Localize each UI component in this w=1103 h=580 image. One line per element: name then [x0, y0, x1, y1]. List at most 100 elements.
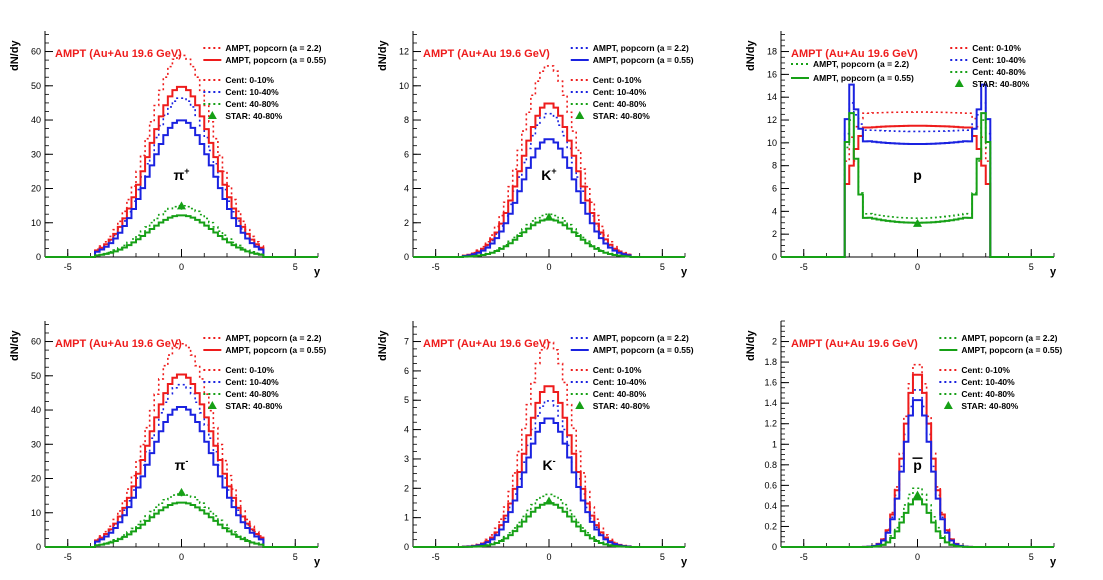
legend-label: Cent: 40-80% [225, 99, 279, 109]
legend-label: Cent: 10-40% [225, 87, 279, 97]
legend-label: Cent: 10-40% [961, 377, 1015, 387]
legend-label: Cent: 0-10% [972, 43, 1021, 53]
legend-label: AMPT, popcorn (a = 0.55) [961, 345, 1062, 355]
x-tick-label: 0 [179, 262, 184, 272]
x-tick-label: -5 [64, 262, 72, 272]
y-tick-label: 0 [404, 542, 409, 552]
legend-star-marker [954, 79, 964, 87]
legend-star-marker [207, 401, 217, 409]
particle-label-sup: - [185, 456, 188, 466]
legend-label: STAR: 40-80% [961, 401, 1018, 411]
y-tick-label: 1.8 [764, 357, 777, 367]
legend-label: AMPT, popcorn (a = 0.55) [225, 345, 326, 355]
particle-label: π+ [174, 166, 190, 183]
x-tick-label: 5 [293, 552, 298, 562]
series-blue-solid [45, 405, 318, 548]
legend-label: AMPT, popcorn (a = 2.2) [593, 43, 689, 53]
legend-label: AMPT, popcorn (a = 0.55) [813, 73, 914, 83]
legend-label: STAR: 40-80% [593, 401, 650, 411]
y-tick-label: 0 [772, 542, 777, 552]
y-tick-label: 2 [404, 218, 409, 228]
y-tick-label: 12 [399, 47, 409, 57]
y-axis-title: dN/dy [745, 40, 757, 71]
y-tick-label: 50 [31, 371, 41, 381]
legend-label: Cent: 10-40% [225, 377, 279, 387]
y-tick-label: 60 [31, 47, 41, 57]
legend-label: AMPT, popcorn (a = 2.2) [813, 59, 909, 69]
legend-label: STAR: 40-80% [225, 111, 282, 121]
y-tick-label: 1 [404, 513, 409, 523]
legend-label: Cent: 0-10% [593, 75, 642, 85]
series-blue-solid [781, 399, 1054, 548]
legend-label: Cent: 0-10% [961, 365, 1010, 375]
x-axis-title: y [1050, 266, 1057, 278]
y-tick-label: 2 [772, 337, 777, 347]
chart-panel-2: 0 2 4 6 8 10 12 -5 0 5 dN/dy y K+ AMPT (Au+Au 19.6 Ge… [377, 31, 694, 278]
chart-panel-3: 0 2 4 6 8 10 12 14 16 18 -5 0 5 dN/dy y p AMPT (Au+Au 19… [745, 31, 1057, 278]
y-tick-label: 50 [31, 81, 41, 91]
x-tick-label: -5 [64, 552, 72, 562]
x-tick-label: 5 [1029, 262, 1034, 272]
y-tick-label: 10 [399, 81, 409, 91]
series-blue-solid [45, 119, 318, 258]
legend-star-marker [943, 401, 953, 409]
legend-star-marker [575, 111, 585, 119]
series-blue-solid [413, 417, 685, 548]
y-tick-label: 0.2 [764, 521, 777, 531]
y-axis-title: dN/dy [745, 330, 757, 361]
legend-label: AMPT, popcorn (a = 2.2) [961, 333, 1057, 343]
y-tick-label: 0.4 [764, 501, 777, 511]
x-tick-label: 0 [915, 552, 920, 562]
x-tick-label: -5 [432, 262, 440, 272]
particle-label-sup: - [553, 456, 556, 466]
y-axis-title: dN/dy [9, 40, 21, 71]
legend-label: AMPT, popcorn (a = 2.2) [225, 43, 321, 53]
y-tick-label: 6 [772, 184, 777, 194]
legend-label: Cent: 40-80% [225, 389, 279, 399]
series-blue-solid [413, 138, 685, 258]
y-tick-label: 3 [404, 454, 409, 464]
legend-star-marker [575, 401, 585, 409]
series-green-solid [781, 112, 1054, 258]
x-tick-label: 0 [546, 552, 551, 562]
legend-label: Cent: 10-40% [972, 55, 1026, 65]
particle-label: K- [542, 456, 555, 473]
x-axis-title: y [314, 556, 321, 568]
legend-label: AMPT, popcorn (a = 0.55) [593, 55, 694, 65]
x-tick-label: -5 [432, 552, 440, 562]
x-tick-label: -5 [800, 262, 808, 272]
y-tick-label: 30 [31, 149, 41, 159]
y-tick-label: 16 [767, 69, 777, 79]
chart-panel-1: 0 10 20 30 40 50 60 -5 0 5 dN/dy y π+ AMPT (Au+Au 19.… [9, 31, 326, 278]
y-tick-label: 12 [767, 115, 777, 125]
legend-label: Cent: 10-40% [593, 377, 647, 387]
y-axis-title: dN/dy [377, 40, 389, 71]
legend-label: Cent: 0-10% [225, 365, 274, 375]
x-tick-label: -5 [800, 552, 808, 562]
y-tick-label: 0 [772, 252, 777, 262]
series-green-solid [45, 501, 318, 548]
y-tick-label: 0.8 [764, 460, 777, 470]
x-tick-label: 5 [660, 552, 665, 562]
y-tick-label: 8 [404, 115, 409, 125]
particle-label: K+ [541, 166, 556, 183]
star-data-point [544, 212, 554, 221]
y-axis-title: dN/dy [9, 330, 21, 361]
legend-label: Cent: 40-80% [593, 99, 647, 109]
panel-title: AMPT (Au+Au 19.6 GeV) [423, 338, 550, 350]
star-data-point [177, 201, 186, 210]
legend-label: Cent: 40-80% [972, 67, 1026, 77]
series-red-solid [781, 124, 1054, 258]
x-axis-title: y [681, 556, 688, 568]
y-tick-label: 18 [767, 47, 777, 57]
legend-label: Cent: 40-80% [961, 389, 1015, 399]
series-blue-dotted [413, 112, 685, 258]
y-tick-label: 6 [404, 149, 409, 159]
x-axis-title: y [314, 266, 321, 278]
particle-label-sup: + [551, 166, 556, 176]
chart-panel-6: 0 0.2 0.4 0.6 0.8 1 1.2 1.4 1.6 1.8 2 -5 0 5 dN/dy y p AM… [745, 320, 1062, 568]
y-tick-label: 1.2 [764, 419, 777, 429]
particle-label-sup: + [184, 166, 189, 176]
legend-label: Cent: 0-10% [593, 365, 642, 375]
